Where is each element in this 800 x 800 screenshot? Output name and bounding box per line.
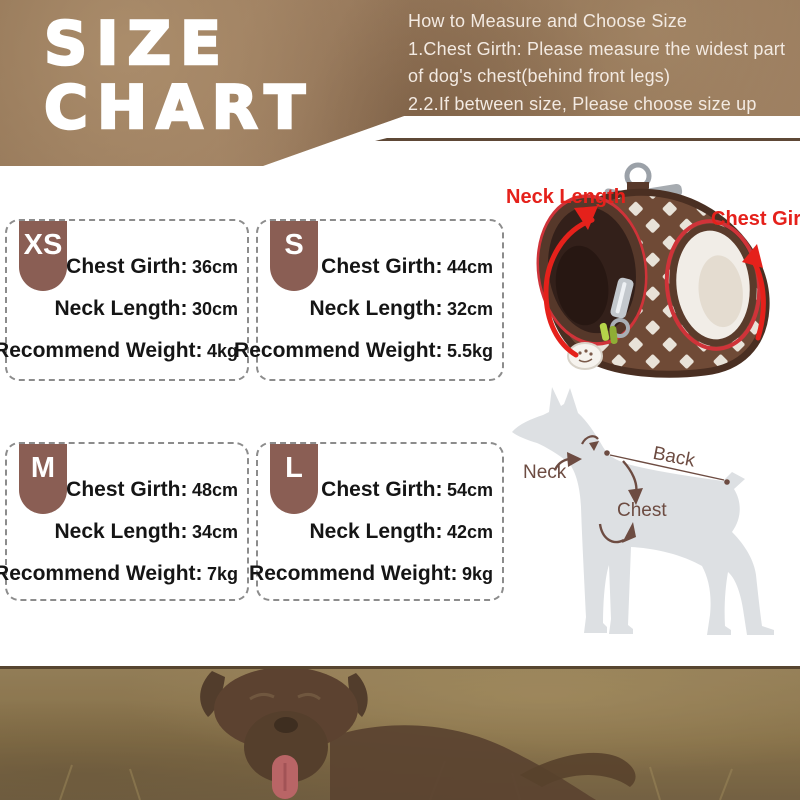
neck-length-value: 34cm	[191, 522, 238, 542]
recommend-weight-value: 7kg	[206, 564, 238, 584]
size-card-l: L Chest Girth: 54cm Neck Length: 42cm Re…	[249, 442, 504, 601]
recommend-weight-row: Recommend Weight: 4kg	[0, 339, 238, 363]
neck-length-row: Neck Length: 34cm	[54, 520, 238, 544]
size-badge-s: S	[270, 221, 318, 291]
size-card-xs: XS Chest Girth: 36cm Neck Length: 30cm R…	[0, 219, 249, 381]
chest-girth-row: Chest Girth: 44cm	[321, 255, 493, 279]
sepia-overlay	[0, 669, 800, 800]
recommend-weight-value: 9kg	[461, 564, 493, 584]
neck-length-value: 30cm	[191, 299, 238, 319]
photo-dog-shapes	[0, 669, 800, 800]
chest-girth-row: Chest Girth: 54cm	[321, 478, 493, 502]
size-card-m: M Chest Girth: 48cm Neck Length: 34cm Re…	[0, 442, 249, 601]
page-title: SIZE CHART	[43, 9, 315, 143]
harness-illustration	[536, 162, 770, 378]
neck-length-label: Neck Length:	[54, 297, 188, 320]
neck-length-label: Neck Length:	[309, 297, 443, 320]
size-card-s: S Chest Girth: 44cm Neck Length: 32cm Re…	[234, 219, 504, 381]
chest-girth-value: 44cm	[446, 257, 493, 277]
recommend-weight-value: 5.5kg	[446, 341, 493, 361]
neck-length-label: Neck Length:	[309, 520, 443, 543]
recommend-weight-value: 4kg	[206, 341, 238, 361]
neck-length-callout: Neck Length	[506, 186, 627, 208]
bottom-dog-photo	[0, 666, 800, 800]
page-title-line2: CHART	[43, 73, 315, 143]
recommend-weight-label: Recommend Weight:	[0, 562, 203, 585]
chest-diagram-label: Chest	[617, 500, 667, 521]
neck-arrow	[553, 435, 599, 471]
size-badge-l: L	[270, 444, 318, 514]
recommend-weight-label: Recommend Weight:	[249, 562, 458, 585]
green-loop	[609, 325, 618, 344]
page-title-line1: SIZE	[43, 9, 231, 79]
chest-girth-value: 36cm	[191, 257, 238, 277]
neck-length-row: Neck Length: 30cm	[54, 297, 238, 321]
chest-girth-row: Chest Girth: 48cm	[66, 478, 238, 502]
neck-length-arrow	[543, 206, 598, 358]
chest-arrows	[598, 460, 643, 544]
instructions-title: How to Measure and Choose Size	[408, 11, 688, 31]
chest-girth-label: Chest Girth:	[66, 255, 188, 278]
instruction-line: 1.Chest Girth: Please measure the widest…	[408, 38, 786, 59]
chest-girth-label: Chest Girth:	[321, 255, 443, 278]
chest-girth-label: Chest Girth:	[66, 478, 188, 501]
instruction-line: of dog's chest(behind front legs)	[408, 66, 671, 86]
dog-measuring-diagram: Neck Back Chest	[495, 375, 800, 645]
neck-length-value: 32cm	[446, 299, 493, 319]
back-measure-line	[604, 450, 730, 485]
logo-patch	[567, 342, 603, 370]
neck-length-row: Neck Length: 32cm	[309, 297, 493, 321]
green-loop	[599, 322, 610, 341]
recommend-weight-row: Recommend Weight: 5.5kg	[234, 339, 493, 363]
measuring-instructions: How to Measure and Choose Size 1.Chest G…	[408, 8, 785, 118]
neck-length-row: Neck Length: 42cm	[309, 520, 493, 544]
recommend-weight-row: Recommend Weight: 7kg	[0, 562, 238, 586]
recommend-weight-label: Recommend Weight:	[234, 339, 443, 362]
header-divider-line	[375, 138, 800, 141]
chest-girth-callout: Chest Girth	[711, 208, 800, 230]
chest-girth-row: Chest Girth: 36cm	[66, 255, 238, 279]
size-badge-m: M	[19, 444, 67, 514]
neck-length-value: 42cm	[446, 522, 493, 542]
photo-dog-silhouette	[200, 669, 636, 800]
instruction-line: 2.2.If between size, Please choose size …	[408, 93, 757, 114]
chest-girth-label: Chest Girth:	[321, 478, 443, 501]
size-badge-xs: XS	[19, 221, 67, 291]
recommend-weight-label: Recommend Weight:	[0, 339, 203, 362]
chest-girth-arrow	[742, 244, 766, 341]
neck-length-label: Neck Length:	[54, 520, 188, 543]
reflective-strip	[610, 277, 634, 319]
chest-girth-value: 48cm	[191, 480, 238, 500]
dog-silhouette-figure: Neck Back Chest	[512, 387, 774, 635]
dog-silhouette	[512, 387, 774, 635]
neck-diagram-label: Neck	[523, 462, 567, 483]
chest-girth-value: 54cm	[446, 480, 493, 500]
recommend-weight-row: Recommend Weight: 9kg	[249, 562, 493, 586]
harness-photo-figure	[500, 160, 800, 380]
back-diagram-label: Back	[651, 443, 697, 472]
